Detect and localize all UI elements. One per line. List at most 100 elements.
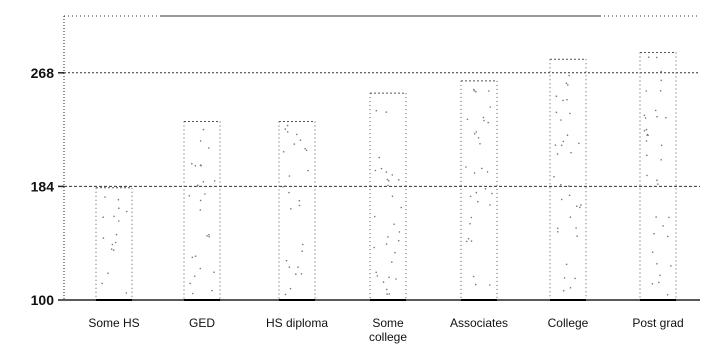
x-tick-label-line: Some (372, 316, 404, 330)
bar-dot (483, 119, 485, 122)
bar-2 (278, 120, 316, 301)
bar-dot (388, 293, 391, 295)
bar-dot (560, 183, 562, 186)
bar-dot (393, 223, 395, 225)
bar-dot (110, 248, 113, 250)
bar-dot (385, 243, 388, 245)
bar-dot (475, 90, 477, 93)
bar-dot (388, 180, 390, 182)
bar-dot (282, 151, 285, 153)
bar-dot (387, 236, 389, 238)
bar-dot (566, 98, 568, 101)
bar-dot (475, 131, 478, 133)
bar-dot (658, 281, 660, 284)
bar-dot (101, 282, 103, 285)
bar-dot (472, 275, 475, 278)
x-tick-label-line: Some HS (88, 316, 139, 330)
bar-dot (284, 185, 286, 187)
bar-dot (656, 263, 658, 265)
bar-dot (481, 167, 483, 170)
bar-dot (575, 227, 577, 229)
bar-dot (567, 84, 569, 86)
bar-dot (196, 185, 198, 188)
bar-dot (489, 204, 491, 206)
bar-dot (488, 90, 490, 92)
bar-dot (286, 124, 289, 127)
bar-dot (473, 88, 475, 91)
bar-dot (657, 183, 659, 185)
bar-dot (301, 250, 304, 252)
bar-dot (477, 200, 479, 203)
bar-dot (565, 263, 568, 266)
bar-dot (555, 95, 558, 97)
bar-dot (656, 115, 658, 118)
x-tick-label-4: Associates (450, 316, 508, 330)
bar-dot (208, 147, 210, 149)
bar-dot (191, 162, 193, 165)
x-tick-label-line: Post grad (632, 316, 683, 330)
bar-dot (467, 237, 470, 240)
bar-dot (113, 215, 115, 218)
bar-dot (375, 109, 378, 112)
bar-dot (576, 235, 578, 237)
bar-dot (104, 196, 106, 198)
bar-dot (570, 151, 572, 154)
bar-dot (192, 292, 194, 295)
bar-dot (288, 266, 291, 268)
bar-dot (378, 156, 381, 159)
x-tick-label-3: Some college (369, 316, 407, 344)
bar-dot (568, 185, 570, 187)
bar-dot (391, 195, 394, 198)
bar-dot (395, 278, 397, 280)
bar-dot (475, 191, 478, 194)
bar-dot (560, 119, 562, 121)
bar-dot (115, 233, 118, 236)
bar-dot (299, 139, 302, 141)
bar-dot (469, 222, 471, 225)
bar-dot (117, 198, 120, 201)
bar-dot (385, 111, 388, 113)
x-tick-label-line: GED (189, 316, 215, 330)
bar-dot (569, 216, 572, 218)
bar-dot (562, 289, 565, 292)
x-tick-label-5: College (548, 316, 589, 330)
bar-dot (643, 114, 646, 117)
bar-dot (194, 255, 197, 257)
bar-dot (670, 265, 672, 267)
bar-dot (660, 144, 663, 147)
bar-dot (473, 89, 476, 92)
bar-dot (200, 164, 202, 167)
bar-dot (469, 195, 472, 198)
bar-dot (562, 99, 564, 102)
bar-dot (293, 143, 296, 145)
bar-dot (114, 241, 117, 244)
x-tick-label-line: college (369, 330, 407, 344)
bar-dot (656, 179, 658, 181)
bar-dot (651, 283, 654, 285)
bar-dot (470, 240, 473, 242)
bar-dot (660, 70, 662, 73)
bar-dot (304, 148, 306, 150)
bar-dot (118, 220, 120, 222)
bar-dot (659, 274, 661, 277)
bar-dot (188, 195, 191, 197)
bar-dot (580, 204, 582, 206)
bar-dot (112, 249, 115, 251)
bar-dot (285, 259, 288, 262)
bar-dot (646, 174, 648, 177)
bar-dot (387, 184, 389, 187)
bar-dot (645, 90, 648, 92)
bar-dot (191, 256, 194, 259)
bar-6 (639, 52, 677, 301)
bar-dot (125, 292, 128, 294)
bar-dot (491, 192, 493, 195)
y-tick-label-100: 100 (31, 292, 55, 308)
bar-dot (386, 178, 389, 181)
y-tick-label-184: 184 (31, 178, 55, 194)
bar-dot (562, 140, 565, 143)
bar-dot (646, 154, 648, 157)
bar-dot (569, 287, 572, 289)
bar-dot (578, 142, 580, 145)
